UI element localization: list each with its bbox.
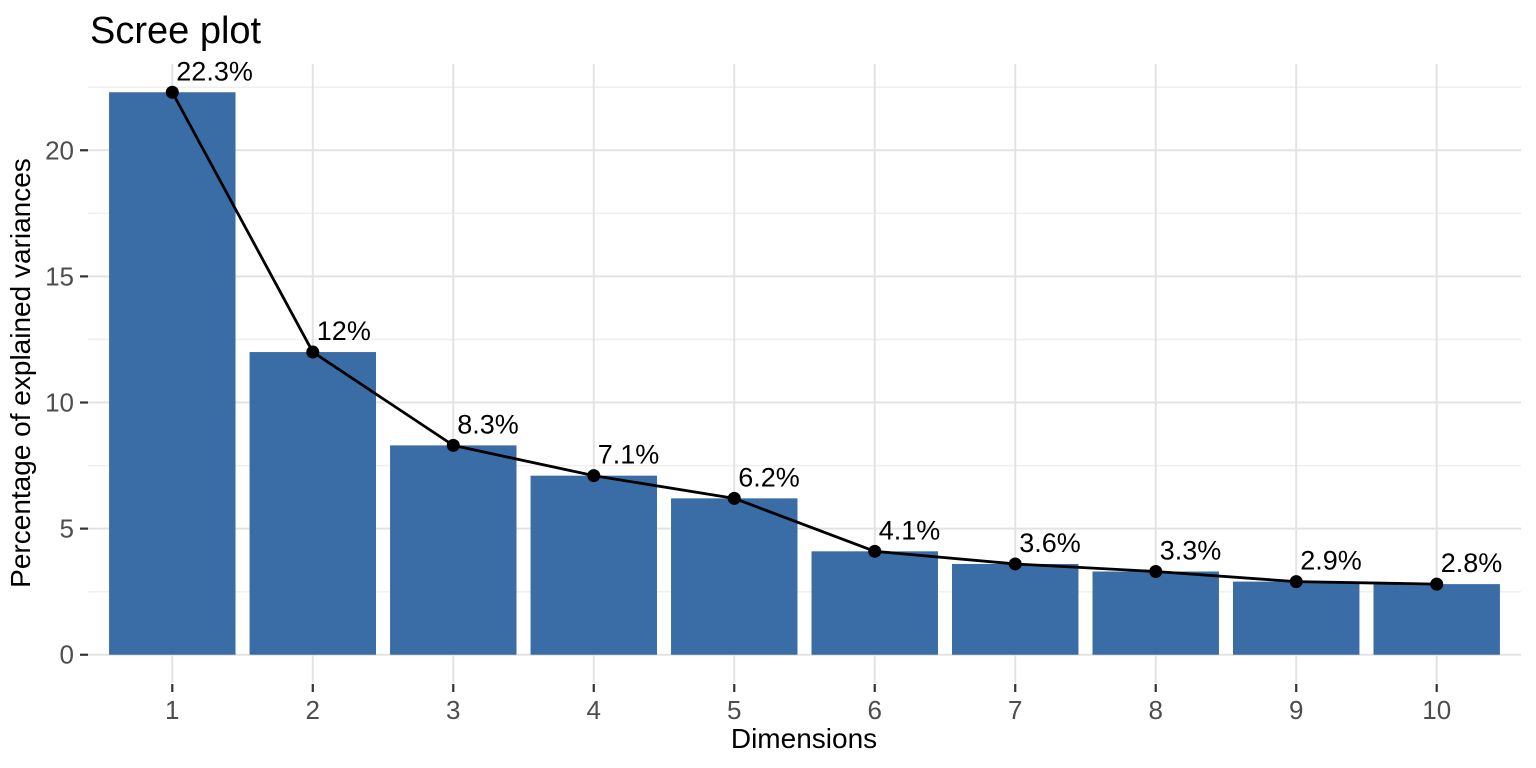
bar-dim-10 (1373, 584, 1500, 655)
bar-dim-2 (249, 352, 377, 655)
y-tick-label: 15 (45, 261, 74, 291)
bar-dim-4 (530, 475, 657, 655)
bar-dim-9 (1232, 581, 1360, 655)
x-tick-label: 5 (727, 695, 741, 725)
line-point-dim-2 (306, 345, 320, 359)
value-label: 6.2% (738, 462, 800, 492)
bar-dim-8 (1092, 571, 1219, 655)
line-point-dim-1 (165, 85, 179, 99)
line-point-dim-9 (1289, 575, 1303, 589)
scree-line (165, 85, 1444, 591)
value-label: 2.8% (1441, 548, 1503, 578)
y-tick-label: 5 (60, 514, 74, 544)
value-labels: 22.3% 12% 8.3% 7.1% 6.2% 4.1% 3.6% 3.3% 2.9% 2.8% (176, 56, 1502, 578)
line-point-dim-10 (1430, 577, 1444, 591)
x-tick-label: 2 (306, 695, 320, 725)
chart-title: Scree plot (90, 10, 262, 52)
x-tick-label: 9 (1289, 695, 1303, 725)
x-tick-label: 7 (1008, 695, 1022, 725)
x-tick-label: 10 (1422, 695, 1451, 725)
value-label: 12% (317, 316, 371, 346)
bar-dim-3 (390, 445, 517, 655)
axis-tick-labels: 0 5 10 15 20 1 2 3 4 5 6 7 8 9 10 (45, 135, 1451, 725)
line-point-dim-5 (727, 491, 741, 505)
bar-dim-6 (811, 551, 938, 655)
x-tick-label: 1 (165, 695, 179, 725)
line-point-dim-3 (446, 438, 460, 452)
value-label: 7.1% (598, 440, 660, 470)
y-tick-label: 10 (45, 388, 74, 418)
value-label: 3.6% (1019, 528, 1081, 558)
bar-dim-1 (109, 92, 236, 655)
line-point-dim-7 (1008, 557, 1022, 571)
value-label: 3.3% (1160, 536, 1222, 566)
value-label: 4.1% (879, 515, 941, 545)
value-label: 8.3% (457, 409, 519, 439)
y-tick-label: 0 (60, 640, 74, 670)
bar-dim-7 (952, 563, 1079, 655)
x-tick-label: 4 (587, 695, 601, 725)
scree-polyline (171, 91, 1437, 586)
line-point-dim-8 (1149, 565, 1163, 579)
y-axis-title: Percentage of explained variances (5, 158, 36, 588)
axis-ticks (80, 149, 1438, 692)
y-tick-label: 20 (45, 135, 74, 165)
bars (109, 92, 1500, 655)
line-point-dim-6 (868, 544, 882, 558)
x-tick-label: 3 (446, 695, 460, 725)
value-label: 2.9% (1300, 546, 1362, 576)
line-point-dim-4 (587, 469, 601, 483)
x-tick-label: 8 (1148, 695, 1162, 725)
bar-dim-5 (671, 498, 798, 655)
x-tick-label: 6 (868, 695, 882, 725)
x-axis-title: Dimensions (731, 723, 877, 754)
value-label: 22.3% (176, 56, 253, 86)
